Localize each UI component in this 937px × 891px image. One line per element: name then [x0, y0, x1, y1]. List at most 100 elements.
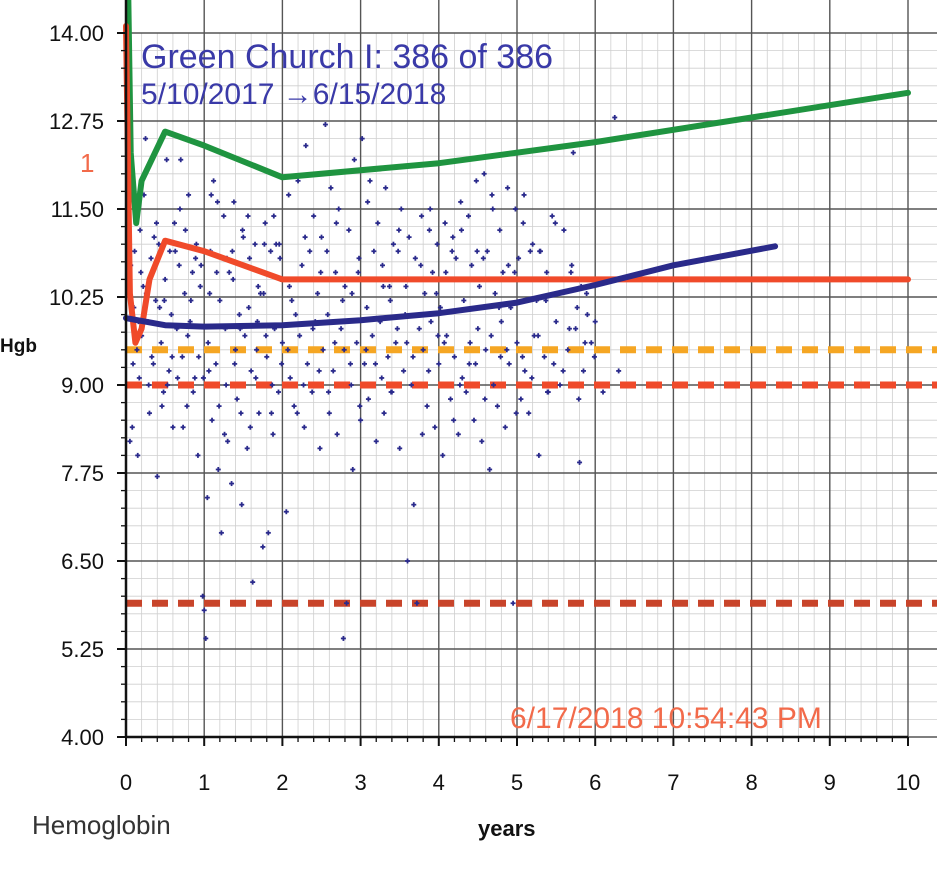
data-point	[519, 354, 525, 360]
data-point	[208, 192, 214, 198]
data-point	[408, 382, 414, 388]
data-point	[537, 248, 543, 254]
data-point	[203, 635, 209, 641]
timestamp: 6/17/2018 10:54:43 PM	[510, 702, 822, 735]
data-point	[275, 389, 281, 395]
data-point	[396, 227, 402, 233]
data-point	[218, 530, 224, 536]
data-point	[182, 227, 188, 233]
data-point	[383, 185, 389, 191]
data-point	[236, 312, 242, 318]
data-point	[311, 213, 317, 219]
data-point	[178, 157, 184, 163]
data-point	[448, 396, 454, 402]
data-point	[412, 255, 418, 261]
data-point	[297, 333, 303, 339]
data-point	[190, 389, 196, 395]
data-point	[279, 340, 285, 346]
data-point	[576, 396, 582, 402]
navy-trend-line	[123, 243, 779, 330]
data-point	[444, 333, 450, 339]
data-point	[256, 410, 262, 416]
data-point	[158, 340, 164, 346]
data-point	[516, 255, 522, 261]
data-point	[262, 220, 268, 226]
data-point	[185, 333, 191, 339]
data-point	[252, 241, 258, 247]
data-point	[505, 262, 511, 268]
data-point	[394, 326, 400, 332]
data-point	[504, 347, 510, 353]
data-point	[234, 396, 240, 402]
data-point	[561, 227, 567, 233]
data-point	[482, 396, 488, 402]
data-point	[510, 600, 516, 606]
data-point	[440, 452, 446, 458]
data-point	[349, 290, 355, 296]
y-tick-label: 12.75	[49, 109, 104, 134]
data-point	[143, 136, 149, 142]
data-point	[188, 298, 194, 304]
data-point	[458, 227, 464, 233]
data-point	[520, 220, 526, 226]
data-point	[474, 248, 480, 254]
data-point	[169, 354, 175, 360]
chart-subtitle: 5/10/2017 →6/15/2018	[141, 78, 446, 111]
trend-curves	[123, 0, 911, 346]
data-point	[164, 157, 170, 163]
data-point	[195, 452, 201, 458]
data-point	[294, 410, 300, 416]
data-point	[527, 248, 533, 254]
data-point	[358, 417, 364, 423]
x-tick-label: 4	[433, 770, 445, 795]
data-point	[566, 326, 572, 332]
data-point	[150, 361, 156, 367]
data-point	[326, 389, 332, 395]
data-point	[244, 445, 250, 451]
data-point	[342, 283, 348, 289]
data-point	[428, 319, 434, 325]
data-point	[451, 354, 457, 360]
data-point	[264, 354, 270, 360]
data-point	[375, 220, 381, 226]
data-point	[201, 607, 207, 613]
data-point	[254, 347, 260, 353]
data-point	[475, 326, 481, 332]
data-point	[568, 269, 574, 275]
data-point	[161, 389, 167, 395]
data-point	[151, 234, 157, 240]
data-point	[388, 389, 394, 395]
data-point	[263, 333, 269, 339]
data-point	[436, 361, 442, 367]
data-point	[363, 347, 369, 353]
data-point	[140, 283, 146, 289]
corner-label: Hemoglobin	[32, 810, 171, 840]
data-point	[418, 262, 424, 268]
data-point	[437, 305, 443, 311]
data-point	[405, 558, 411, 564]
data-point	[350, 466, 356, 472]
data-point	[316, 368, 322, 374]
data-point	[565, 347, 571, 353]
data-point	[424, 403, 430, 409]
data-point	[518, 396, 524, 402]
data-point	[242, 333, 248, 339]
data-point	[616, 368, 622, 374]
data-point	[357, 403, 363, 409]
data-point	[434, 241, 440, 247]
data-point	[367, 178, 373, 184]
data-point	[430, 269, 436, 275]
data-point	[265, 530, 271, 536]
data-point	[157, 305, 163, 311]
data-point	[557, 382, 563, 388]
data-point	[365, 199, 371, 205]
y-tick-label: 4.00	[61, 725, 104, 750]
data-point	[285, 347, 291, 353]
data-point	[153, 298, 159, 304]
data-point	[612, 114, 618, 120]
data-point	[211, 178, 217, 184]
data-point	[299, 262, 305, 268]
x-tick-label: 2	[276, 770, 288, 795]
data-point	[346, 227, 352, 233]
